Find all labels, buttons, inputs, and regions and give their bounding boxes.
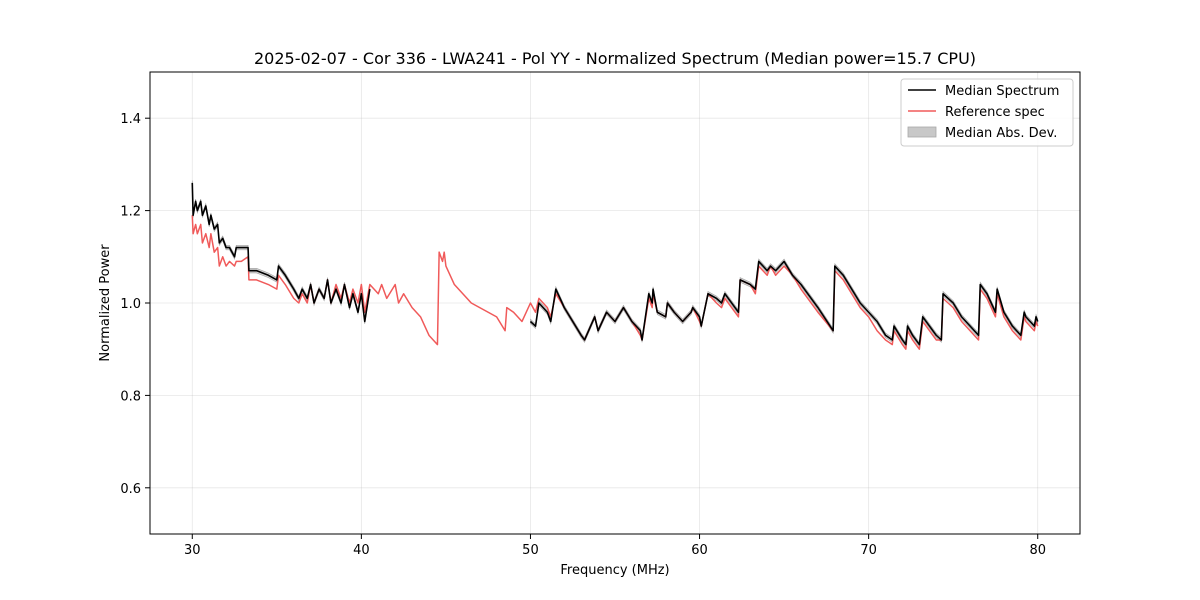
reference-spec-line — [191, 215, 1039, 350]
x-axis-label: Frequency (MHz) — [560, 563, 669, 578]
x-tick-label: 70 — [860, 543, 877, 558]
y-axis-label: Normalized Power — [98, 244, 113, 362]
legend: Median Spectrum Reference spec Median Ab… — [900, 78, 1074, 147]
legend-label-median: Median Spectrum — [945, 84, 1059, 99]
x-tick-label: 80 — [1029, 543, 1046, 558]
x-tick-label: 40 — [353, 543, 370, 558]
median-spectrum-line — [529, 260, 1039, 346]
series-layer — [191, 182, 1039, 350]
y-tick-label: 1.2 — [120, 205, 141, 220]
y-tick-label: 0.8 — [120, 389, 141, 404]
y-axis-ticks: 0.6 0.8 1.0 1.2 1.4 — [120, 112, 150, 497]
legend-label-mad: Median Abs. Dev. — [945, 126, 1057, 141]
x-tick-label: 30 — [184, 543, 201, 558]
legend-label-reference: Reference spec — [945, 105, 1045, 120]
x-tick-label: 60 — [691, 543, 708, 558]
legend-box — [900, 78, 1074, 147]
x-tick-label: 50 — [522, 543, 539, 558]
y-tick-label: 1.4 — [120, 112, 141, 127]
chart-title: 2025-02-07 - Cor 336 - LWA241 - Pol YY -… — [254, 49, 976, 68]
legend-swatch-mad — [907, 126, 937, 138]
x-axis-ticks: 30 40 50 60 70 80 — [184, 534, 1046, 558]
y-tick-label: 0.6 — [120, 482, 141, 497]
median-spectrum-line — [191, 182, 371, 323]
y-tick-label: 1.0 — [120, 297, 141, 312]
